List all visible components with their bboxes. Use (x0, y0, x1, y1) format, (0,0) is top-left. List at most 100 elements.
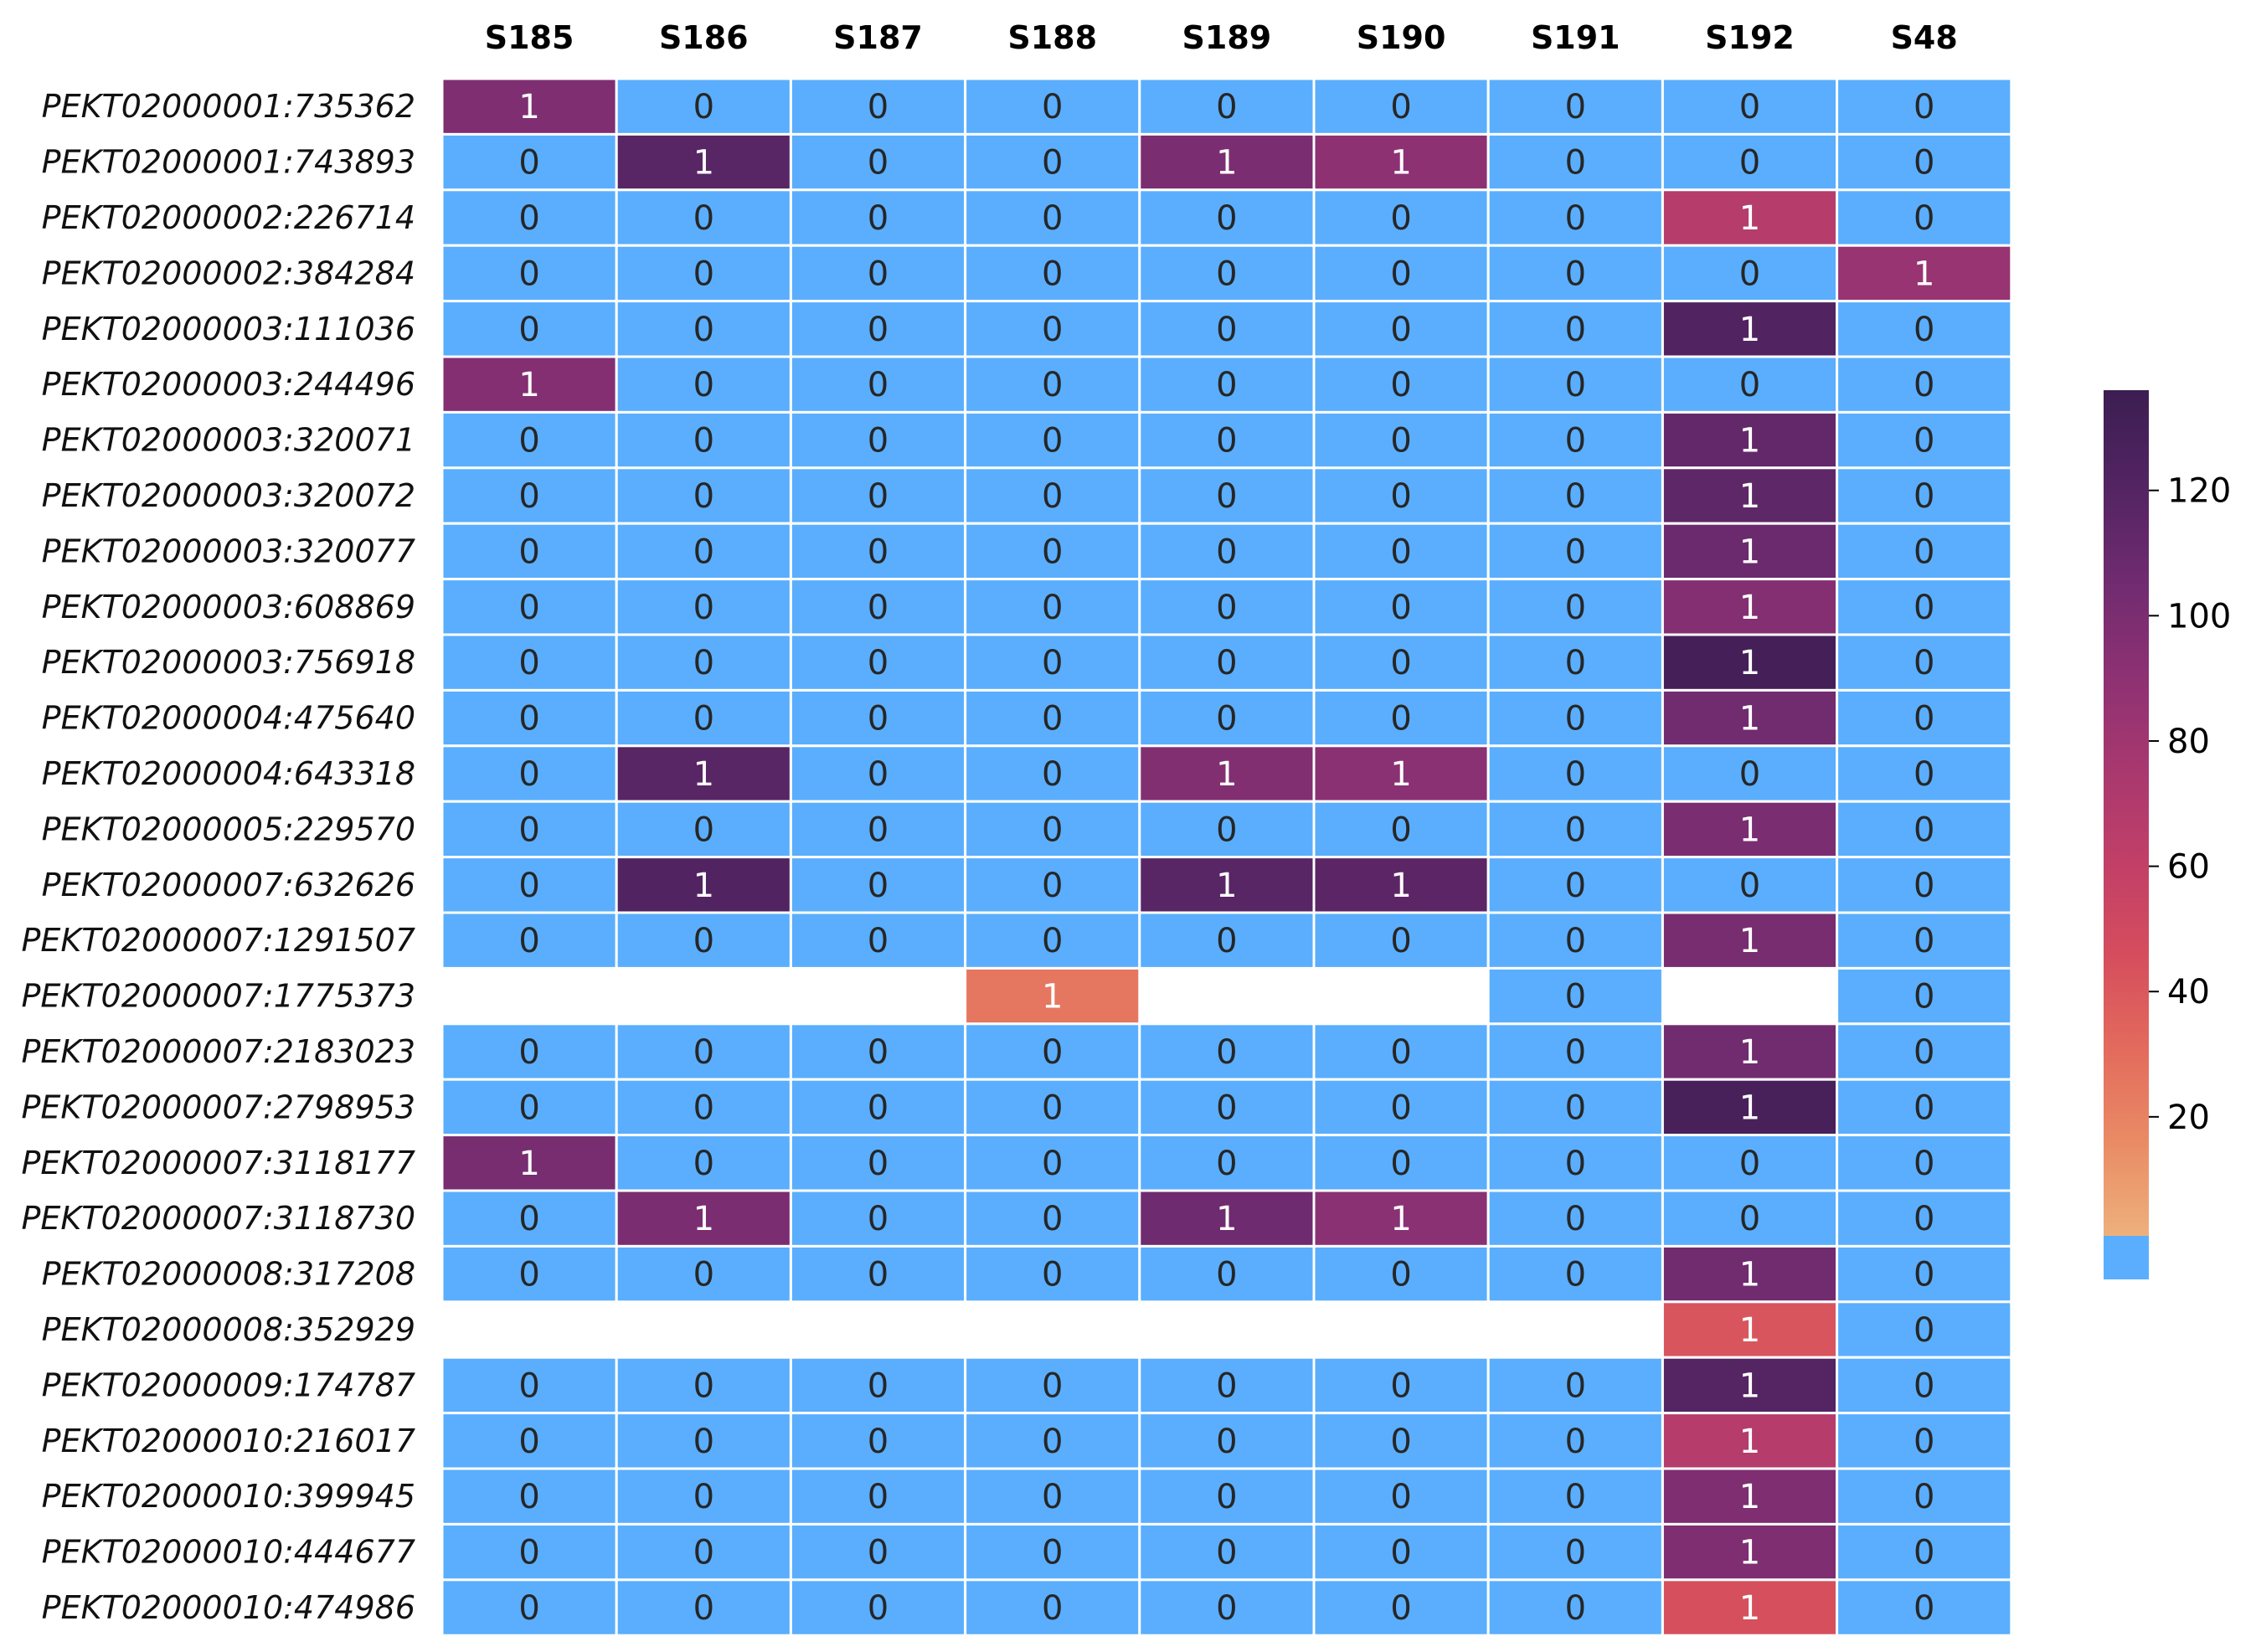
cell-annotation: 0 (1042, 1478, 1063, 1516)
cell-annotation: 0 (1216, 477, 1237, 516)
cell-annotation: 0 (868, 366, 888, 404)
cell-annotation: 1 (1739, 1589, 1760, 1628)
cell-annotation: 0 (1565, 1534, 1586, 1572)
cell-annotation: 0 (693, 644, 714, 682)
cell-annotation: 0 (1565, 978, 1586, 1016)
cell-annotation: 0 (518, 1423, 539, 1461)
cell-annotation: 1 (1739, 811, 1760, 849)
cell-annotation: 1 (1913, 255, 1934, 293)
cell-annotation: 1 (1739, 1478, 1760, 1516)
heatmap-cell (1138, 410, 1316, 470)
heatmap-cell (1661, 1356, 1839, 1415)
heatmap-cell (1138, 1522, 1316, 1582)
column-label: S185 (485, 19, 574, 56)
cell-annotation: 1 (1739, 1256, 1760, 1294)
cell-annotation: 0 (693, 199, 714, 238)
heatmap-cell (964, 355, 1141, 414)
cell-annotation: 0 (868, 811, 888, 849)
heatmap-cell (964, 688, 1141, 748)
heatmap-cell (789, 132, 967, 192)
heatmap-cell (1138, 188, 1316, 247)
column-label: S190 (1357, 19, 1446, 56)
cell-annotation: 0 (1565, 1033, 1586, 1072)
cell-annotation: 0 (1042, 1366, 1063, 1405)
cell-annotation: 0 (1565, 533, 1586, 571)
heatmap-cell (1836, 578, 2013, 636)
cell-annotation: 0 (693, 366, 714, 404)
heatmap-cell (615, 188, 792, 247)
cell-annotation: 0 (1216, 88, 1237, 126)
row-label: PEKT02000004:475640 (42, 700, 415, 737)
row-label: PEKT02000003:320077 (42, 533, 415, 569)
heatmap-cell (789, 800, 967, 859)
cell-annotation: 0 (518, 700, 539, 739)
heatmap-cell (1836, 466, 2013, 525)
cell-annotation: 1 (1739, 1366, 1760, 1405)
cell-annotation: 0 (1913, 1145, 1934, 1183)
heatmap-cell (1661, 77, 1839, 136)
heatmap-cell (440, 132, 618, 192)
cell-annotation: 0 (1390, 311, 1411, 349)
row-label: PEKT02000010:474986 (42, 1589, 415, 1626)
heatmap-cell (1139, 968, 1314, 1024)
cell-annotation: 1 (1739, 533, 1760, 571)
cell-annotation: 1 (693, 1200, 714, 1238)
cell-annotation: 0 (693, 477, 714, 516)
heatmap-cell (1836, 355, 2013, 414)
row-label: PEKT02000001:735362 (42, 88, 415, 125)
row-label: PEKT02000008:317208 (42, 1256, 415, 1293)
cell-annotation: 0 (1042, 533, 1063, 571)
heatmap-cell (789, 578, 967, 636)
heatmap-cell (440, 1578, 618, 1637)
cell-annotation: 0 (1042, 311, 1063, 349)
cell-annotation: 0 (868, 311, 888, 349)
cell-annotation: 0 (1913, 144, 1934, 183)
column-label: S192 (1705, 19, 1795, 56)
cell-annotation: 0 (1042, 589, 1063, 627)
row-label: PEKT02000007:1775373 (21, 978, 415, 1015)
cell-annotation: 0 (1565, 589, 1586, 627)
row-labels: PEKT02000001:735362 PEKT02000001:743893 PE… (21, 88, 415, 1626)
cell-annotation: 0 (518, 533, 539, 571)
heatmap-cell (1836, 188, 2013, 247)
column-label: S188 (1007, 19, 1097, 56)
heatmap-cell (1486, 1244, 1664, 1304)
cell-annotation: 0 (518, 1200, 539, 1238)
heatmap-cell (1138, 1078, 1316, 1137)
heatmap-cell (789, 1189, 967, 1248)
heatmap-cell (1486, 633, 1664, 692)
heatmap-cell (1836, 1467, 2013, 1526)
cell-annotation: 0 (1913, 1423, 1934, 1461)
cell-annotation: 1 (1739, 700, 1760, 739)
cell-annotation: 0 (693, 88, 714, 126)
heatmap-cell (1138, 1467, 1316, 1526)
cell-annotation: 1 (518, 1145, 539, 1183)
cell-annotation: 0 (1913, 589, 1934, 627)
column-labels: S185 S186 S187 S188 S189 S190 S191 S192 S48 (485, 19, 1958, 56)
cell-annotation: 0 (1913, 533, 1934, 571)
cell-annotation: 0 (1913, 1589, 1934, 1628)
cell-annotation: 0 (1913, 1311, 1934, 1350)
cell-annotation: 0 (868, 1033, 888, 1072)
cell-annotation: 0 (693, 811, 714, 849)
heatmap-cell (440, 1467, 618, 1526)
cell-annotation: 0 (518, 1366, 539, 1405)
cell-annotation: 0 (1216, 1088, 1237, 1127)
heatmap-cell (964, 800, 1141, 859)
cell-annotation: 0 (1390, 644, 1411, 682)
cell-annotation: 1 (1739, 1423, 1760, 1461)
heatmap-cell (440, 522, 618, 581)
heatmap-cell (440, 633, 618, 692)
cell-annotation: 0 (1390, 533, 1411, 571)
heatmap-cell (1138, 522, 1316, 581)
cell-annotation: 0 (1390, 700, 1411, 739)
cell-annotation: 0 (1739, 255, 1760, 293)
heatmap-cell (1661, 1467, 1839, 1526)
heatmap-cell (789, 1356, 967, 1415)
cell-annotation: 1 (1739, 1088, 1760, 1127)
cell-annotation: 0 (518, 811, 539, 849)
cell-annotation: 0 (518, 867, 539, 905)
cell-annotation: 0 (1390, 589, 1411, 627)
heatmap-cell (1314, 968, 1489, 1024)
heatmap-cell (1312, 578, 1490, 636)
